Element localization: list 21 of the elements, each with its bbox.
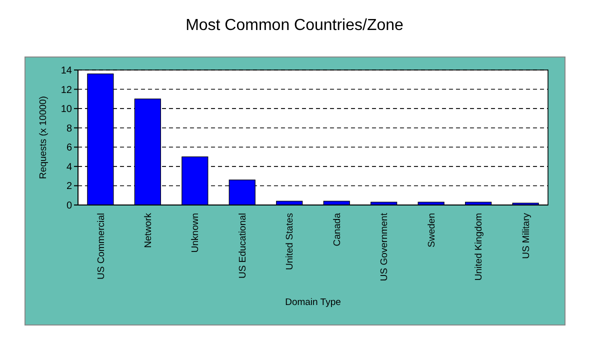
- y-tick-label: 4: [66, 162, 72, 173]
- x-tick-label: United Kingdom: [474, 212, 485, 281]
- x-tick-label: US Commercial: [96, 213, 107, 280]
- x-tick-label: US Government: [379, 212, 390, 282]
- y-tick-label: 14: [60, 66, 72, 76]
- y-tick-label: 6: [66, 142, 72, 154]
- x-tick-label: US Educational: [237, 213, 248, 278]
- y-tick-label: 0: [66, 200, 72, 212]
- y-axis-title: Requests (x 10000): [38, 96, 49, 179]
- x-tick-label: Unknown: [190, 213, 202, 253]
- y-tick-label: 12: [60, 84, 72, 96]
- y-tick-label: 8: [66, 123, 72, 134]
- y-tick-label: 10: [60, 104, 72, 116]
- x-tick-label: US Military: [520, 212, 532, 259]
- x-tick-label: Sweden: [426, 213, 438, 248]
- y-tick-label: 2: [66, 181, 72, 192]
- x-axis-title: Domain Type: [285, 297, 341, 308]
- x-tick-label: Canada: [332, 212, 343, 246]
- x-tick-label: Network: [143, 212, 154, 248]
- chart-title: Most Common Countries/Zone: [186, 17, 404, 34]
- x-tick-label: United States: [284, 212, 296, 270]
